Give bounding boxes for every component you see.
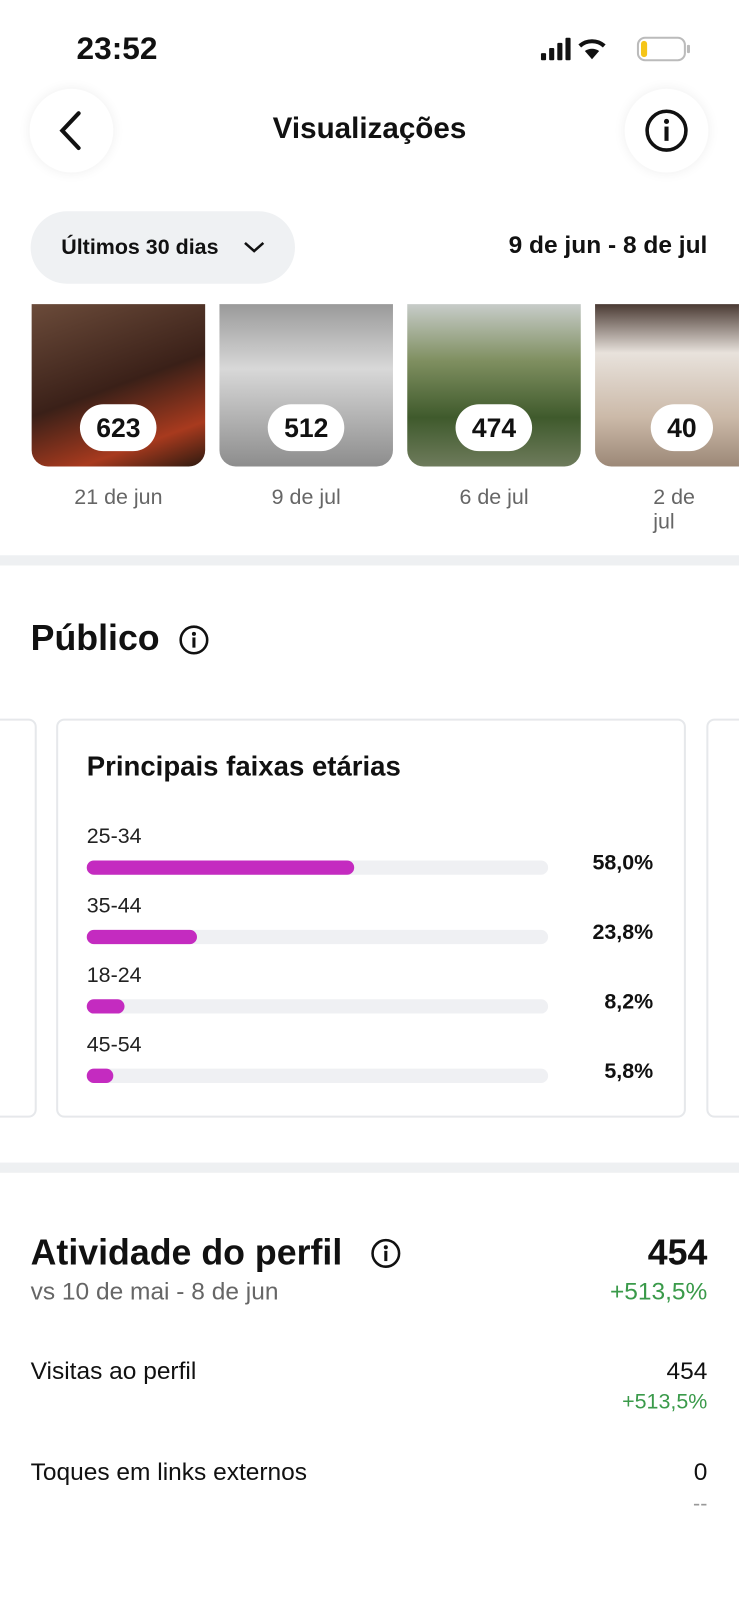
chevron-down — [244, 241, 265, 253]
row-change: +513,5% — [622, 1390, 708, 1414]
bar-track — [86, 1068, 549, 1083]
row-label: Visitas ao perfil — [30, 1357, 197, 1386]
bar — [86, 999, 125, 1014]
back-icon — [59, 111, 81, 151]
bar-track — [86, 860, 549, 875]
story-views: 512 — [267, 404, 345, 452]
section-divider — [0, 1162, 739, 1173]
value-label: 58,0% — [592, 851, 654, 875]
side-card — [706, 718, 739, 1118]
age-label: 45-54 — [86, 1032, 142, 1057]
section-title: Atividade do perfil — [30, 1233, 343, 1273]
activity-change: +513,5% — [609, 1277, 708, 1306]
age-label: 25-34 — [86, 824, 142, 849]
status-icons — [540, 36, 690, 62]
card-title: Principais faixas etárias — [86, 751, 401, 782]
back-button[interactable] — [29, 88, 114, 173]
date-range: 9 de jun - 8 de jul — [508, 231, 708, 260]
bar — [86, 1068, 114, 1083]
bar-track — [86, 929, 549, 945]
row-value: 0 — [693, 1458, 708, 1487]
activity-total: 454 — [647, 1233, 708, 1273]
status-time: 23:52 — [76, 30, 158, 67]
story-date: 6 de jul — [459, 485, 529, 510]
page-title: Visualizações — [272, 112, 467, 145]
row-label: Toques em links externos — [30, 1458, 308, 1487]
bar-track — [86, 999, 549, 1014]
story-views: 623 — [79, 404, 157, 452]
row-value: 454 — [666, 1357, 708, 1386]
comparison-period: vs 10 de mai - 8 de jun — [30, 1277, 279, 1306]
story-date: 9 de jul — [271, 485, 341, 510]
age-label: 18-24 — [86, 963, 142, 988]
story-views: 474 — [455, 404, 533, 452]
section-divider — [0, 555, 739, 566]
side-card — [0, 718, 37, 1118]
period-dropdown[interactable]: Últimos 30 dias — [30, 211, 295, 284]
bar — [86, 929, 197, 945]
story-date: 2 de jul — [653, 485, 695, 534]
age-card — [56, 718, 686, 1118]
info-icon[interactable] — [369, 1237, 402, 1270]
age-label: 35-44 — [86, 894, 142, 918]
info-icon — [645, 109, 688, 152]
value-label: 5,8% — [604, 1059, 654, 1083]
section-title: Público — [30, 618, 160, 659]
value-label: 23,8% — [592, 920, 654, 945]
period-label: Últimos 30 dias — [61, 235, 219, 260]
bar — [86, 860, 355, 875]
value-label: 8,2% — [604, 990, 654, 1014]
info-button[interactable] — [624, 88, 709, 173]
info-icon[interactable] — [178, 624, 211, 657]
story-date: 21 de jun — [74, 485, 163, 510]
story-views: 40 — [650, 404, 713, 452]
row-change: -- — [693, 1492, 708, 1516]
